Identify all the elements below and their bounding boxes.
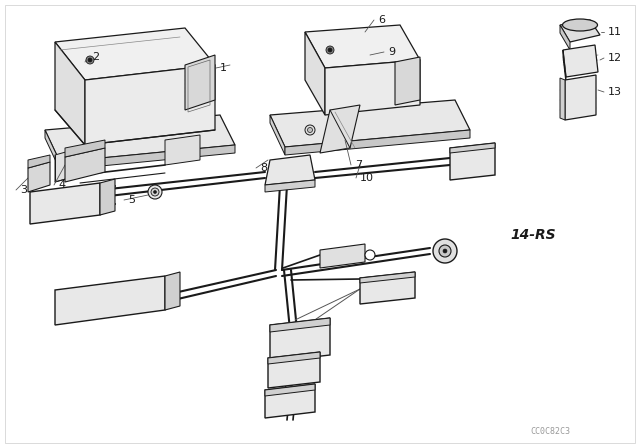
Text: 14-RS: 14-RS [510,228,556,242]
Circle shape [433,239,457,263]
Polygon shape [55,276,165,325]
Polygon shape [270,318,330,362]
Circle shape [443,249,447,253]
Polygon shape [268,352,320,388]
Polygon shape [360,272,415,304]
Circle shape [328,48,332,52]
Polygon shape [268,352,320,364]
Circle shape [151,188,159,196]
Circle shape [154,190,157,194]
Polygon shape [28,155,50,168]
Polygon shape [55,42,85,145]
Polygon shape [320,244,365,268]
Polygon shape [55,148,80,182]
Ellipse shape [563,19,598,31]
Circle shape [88,58,92,62]
Circle shape [148,185,162,199]
Circle shape [326,46,334,54]
Polygon shape [270,115,285,155]
Polygon shape [265,384,315,396]
Polygon shape [450,143,495,180]
Text: 8: 8 [260,163,267,173]
Polygon shape [265,180,315,192]
Polygon shape [100,179,115,215]
Polygon shape [270,318,330,332]
Text: CC0C82C3: CC0C82C3 [530,427,570,436]
Polygon shape [563,45,598,77]
Polygon shape [305,25,420,68]
Polygon shape [60,145,235,170]
Polygon shape [45,115,235,162]
Text: 5: 5 [128,195,135,205]
Text: 6: 6 [378,15,385,25]
Text: 11: 11 [608,27,622,37]
Polygon shape [395,57,420,105]
Polygon shape [320,105,360,153]
Polygon shape [560,25,570,50]
Polygon shape [165,135,200,165]
Polygon shape [65,140,105,157]
Text: 10: 10 [360,173,374,183]
Text: 4: 4 [58,180,65,190]
Text: 9: 9 [388,47,395,57]
Polygon shape [28,162,50,192]
Polygon shape [45,130,60,170]
Polygon shape [65,148,105,182]
Text: 1: 1 [220,63,227,73]
Polygon shape [560,20,600,42]
Text: 2: 2 [92,52,99,62]
Polygon shape [563,50,566,83]
Polygon shape [85,65,215,145]
Polygon shape [265,384,315,418]
Polygon shape [285,130,470,155]
Polygon shape [360,272,415,283]
Polygon shape [165,272,180,310]
Polygon shape [55,28,215,80]
Polygon shape [305,32,325,115]
Text: 3: 3 [20,185,27,195]
Text: 12: 12 [608,53,622,63]
Polygon shape [560,78,565,120]
Circle shape [305,125,315,135]
Circle shape [365,250,375,260]
Polygon shape [270,100,470,147]
Polygon shape [565,75,596,120]
Circle shape [439,245,451,257]
Circle shape [86,56,94,64]
Text: 13: 13 [608,87,622,97]
Polygon shape [30,183,100,224]
Polygon shape [450,143,495,153]
Text: 7: 7 [355,160,362,170]
Polygon shape [185,55,215,110]
Circle shape [307,128,312,133]
Polygon shape [325,60,420,115]
Polygon shape [265,155,315,185]
